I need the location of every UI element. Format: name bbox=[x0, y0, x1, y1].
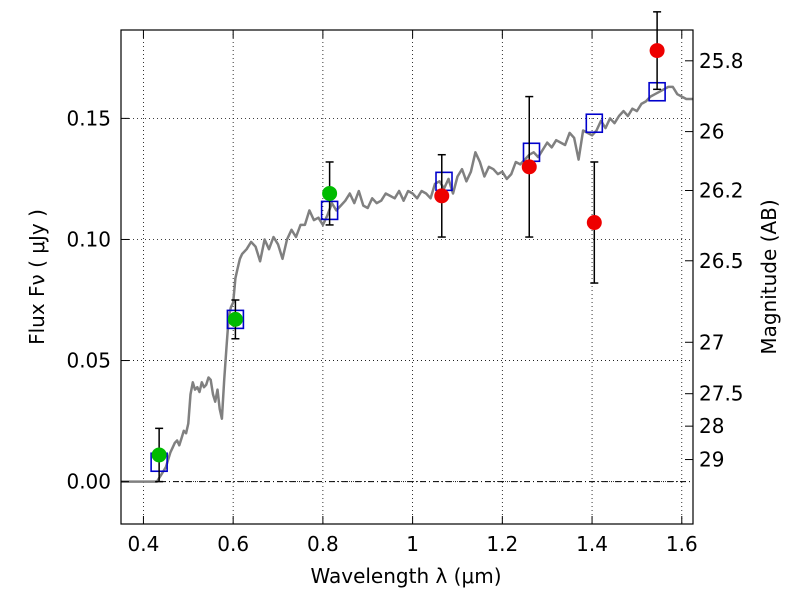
x-tick-label: 0.4 bbox=[128, 532, 160, 556]
red-flux-point bbox=[586, 215, 602, 231]
magnitude-tick-label: 26.5 bbox=[699, 249, 744, 273]
magnitude-tick-label: 27 bbox=[699, 330, 724, 354]
magnitude-axis-label: Magnitude (AB) bbox=[757, 199, 781, 354]
red-flux-point bbox=[649, 43, 665, 59]
green-flux-point bbox=[227, 311, 243, 327]
magnitude-tick-label: 28 bbox=[699, 414, 724, 438]
x-tick-label: 1.4 bbox=[576, 532, 608, 556]
x-tick-label: 1.2 bbox=[486, 532, 518, 556]
magnitude-tick-label: 26.2 bbox=[699, 178, 744, 202]
x-tick-label: 1.6 bbox=[666, 532, 698, 556]
plot-frame bbox=[120, 29, 694, 525]
red-flux-point bbox=[521, 159, 537, 175]
magnitude-tick-label: 26 bbox=[699, 120, 724, 144]
x-tick-label: 0.8 bbox=[307, 532, 339, 556]
red-flux-point bbox=[434, 188, 450, 204]
x-tick-label: 0.6 bbox=[217, 532, 249, 556]
y-tick-label: 0.05 bbox=[66, 349, 111, 373]
observed-point-group bbox=[151, 43, 665, 463]
model-flux-box bbox=[585, 113, 604, 134]
plot-background bbox=[121, 30, 693, 524]
y-tick-label: 0.00 bbox=[66, 470, 111, 494]
green-flux-point bbox=[151, 447, 167, 463]
green-flux-point bbox=[322, 185, 338, 201]
magnitude-tick-label: 29 bbox=[699, 448, 724, 472]
x-tick-label: 1 bbox=[406, 532, 419, 556]
axis-ticks bbox=[121, 30, 693, 524]
y-tick-label: 0.15 bbox=[66, 106, 111, 130]
y-axis-label: Flux Fν ( μJy ) bbox=[25, 209, 49, 345]
magnitude-tick-label: 27.5 bbox=[699, 382, 744, 406]
magnitude-tick-label: 25.8 bbox=[699, 49, 744, 73]
tick-labels: 0.4 0.6 0.8 1 1.2 1.4 1.6 0.00 0.05 0.10 0.15 25.8 2… bbox=[66, 49, 743, 556]
x-axis-label: Wavelength λ (μm) bbox=[310, 564, 501, 588]
y-tick-label: 0.10 bbox=[66, 227, 111, 251]
grid bbox=[121, 30, 693, 524]
